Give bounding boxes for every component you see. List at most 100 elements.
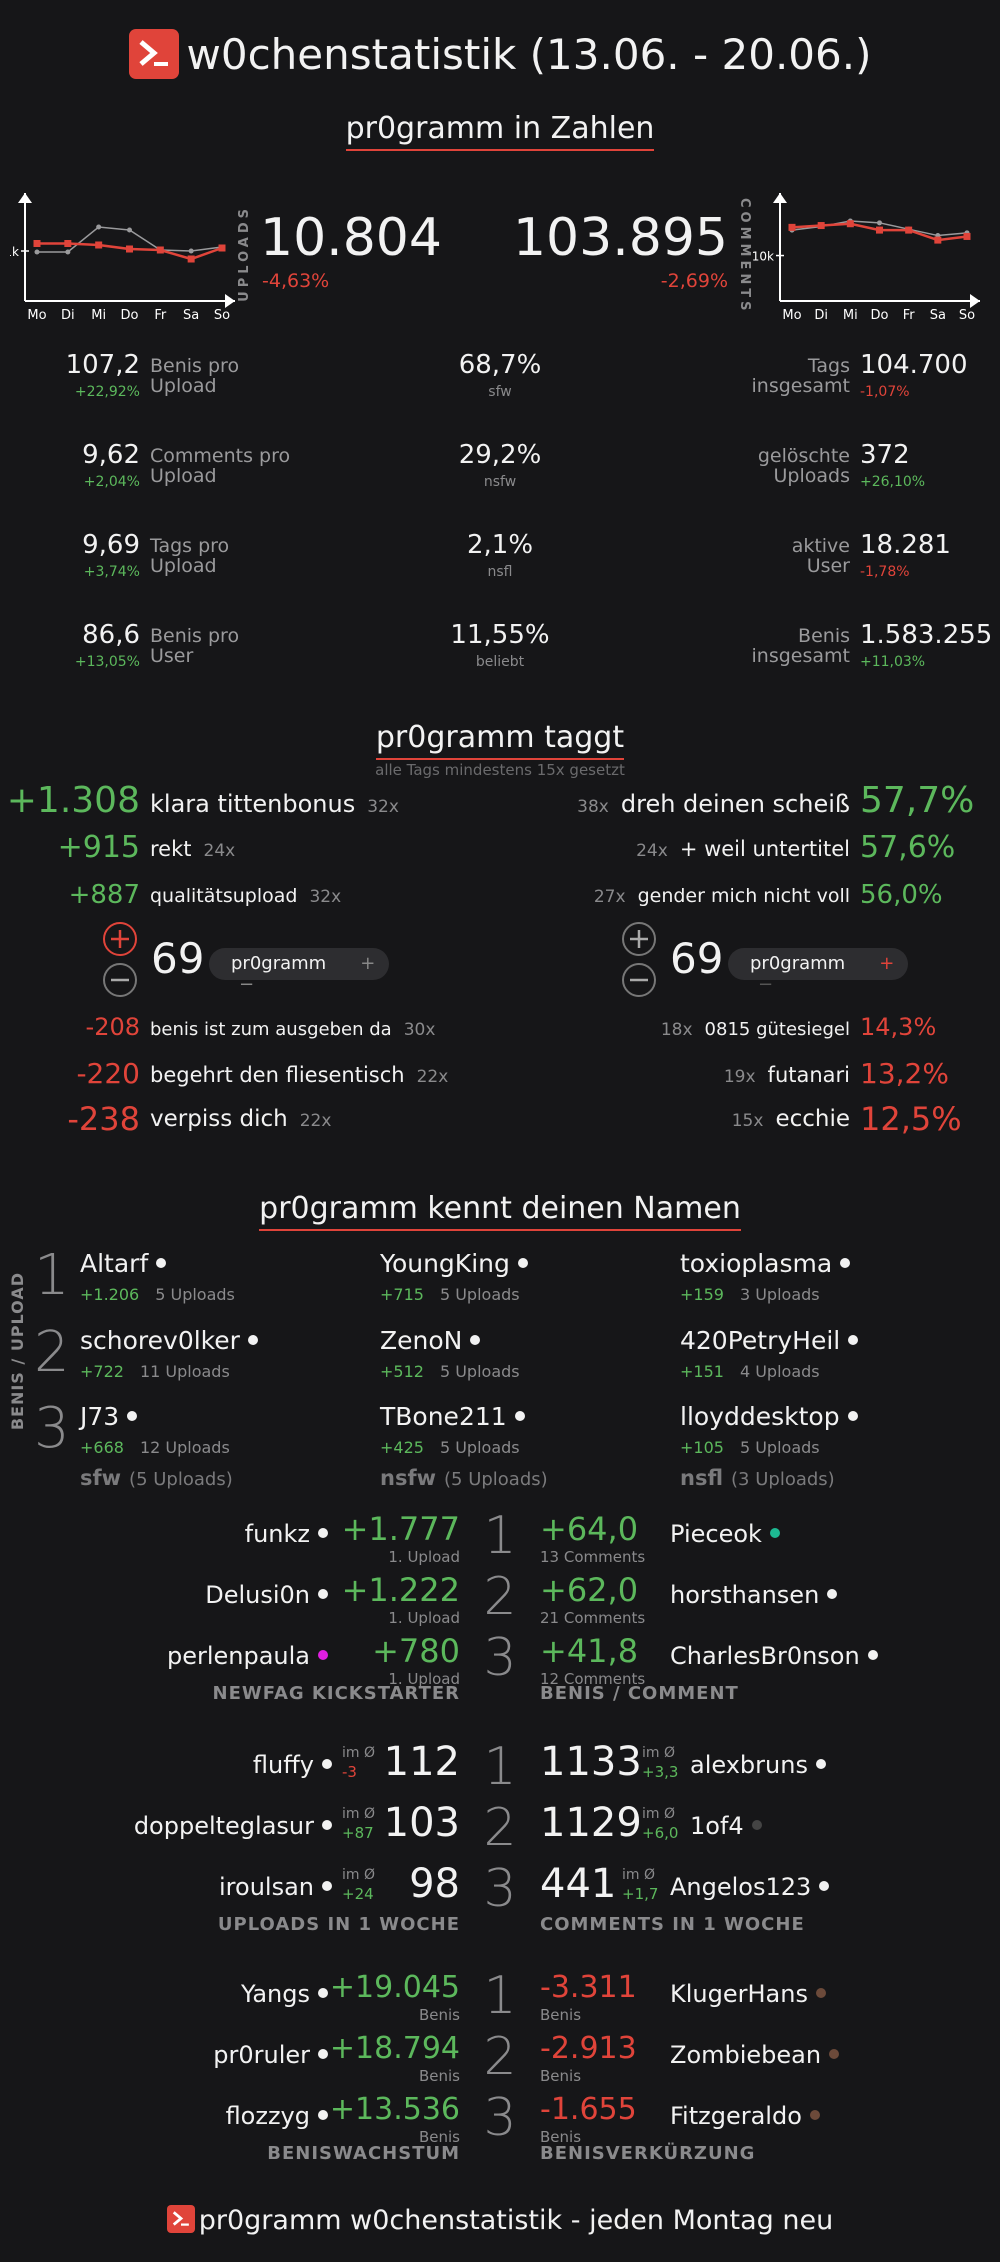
column-footer-sub: (5 Uploads) [444, 1469, 548, 1490]
user-name[interactable]: alexbruns [690, 1751, 826, 1779]
tag-row: 18x 0815 gütesiegel [661, 1019, 850, 1040]
upvote-button[interactable] [622, 922, 656, 956]
tag-count: 24x [636, 841, 668, 861]
user-uploads: 12 Uploads [139, 1438, 230, 1457]
user-name[interactable]: J73 [80, 1402, 138, 1431]
user-name[interactable]: Angelos123 [670, 1873, 830, 1901]
stat-percent: 11,55% [450, 620, 550, 650]
x-tick-label: Di [814, 308, 828, 323]
user-status-dot [867, 1650, 878, 1660]
count-value: 1129 [540, 1800, 642, 1846]
stat-percent-label: nsfl [487, 564, 513, 580]
user-name[interactable]: perlenpaula [167, 1642, 328, 1670]
benis-sub: Benis [540, 2006, 582, 2024]
tag-row: 38x dreh deinen scheiß [577, 790, 850, 818]
user-stats: +105 5 Uploads [680, 1438, 820, 1457]
user-uploads: 5 Uploads [439, 1438, 520, 1457]
avg-value: -3 [342, 1763, 357, 1781]
stat-label: Benis pro [150, 355, 240, 377]
stat-label: Benis pro [150, 625, 240, 647]
user-name[interactable]: Yangs [241, 1980, 328, 2008]
user-name-text: Yangs [240, 1980, 310, 2008]
tag-downvote-icon[interactable]: − [239, 974, 255, 995]
user-uploads: 4 Uploads [739, 1362, 820, 1381]
board-label: BENISVERKÜRZUNG [540, 2143, 756, 2164]
user-name-text: flozzyg [225, 2102, 310, 2130]
user-name[interactable]: Pieceok [670, 1520, 780, 1548]
user-name[interactable]: Altarf [80, 1249, 167, 1278]
user-stats: +1.206 5 Uploads [80, 1285, 235, 1304]
user-name[interactable]: KlugerHans [670, 1980, 826, 2008]
user-status-dot [247, 1335, 258, 1345]
tag-downvote-icon[interactable]: − [758, 974, 774, 995]
benis-value: +1.222 [341, 1571, 460, 1609]
user-name[interactable]: YoungKing [380, 1249, 528, 1278]
user-name[interactable]: doppelteglasur [134, 1812, 332, 1840]
tag-pill[interactable]: pr0gramm + − [728, 948, 908, 995]
benis-sub: Benis [418, 2067, 460, 2085]
user-name[interactable]: Fitzgeraldo [670, 2102, 820, 2130]
tag-upvote-icon[interactable]: + [879, 953, 895, 974]
user-name[interactable]: ZenoN [380, 1326, 481, 1355]
rank-number: 3 [483, 2088, 517, 2148]
stat-percent-label: nsfw [483, 474, 517, 490]
user-name[interactable]: schorev0lker [80, 1326, 258, 1355]
downvote-button[interactable] [622, 963, 656, 997]
tag-name: ecchie [775, 1106, 850, 1132]
user-name[interactable]: Delusi0n [205, 1581, 328, 1609]
user-name[interactable]: fluffy [253, 1751, 332, 1779]
stat-change: +2,04% [83, 474, 140, 490]
series-this-week-point [95, 241, 103, 249]
user-benis: +1.206 [80, 1285, 140, 1304]
tag-benis-score: -208 [85, 1013, 140, 1041]
user-benis: +668 [80, 1438, 124, 1457]
series-this-week-point [817, 222, 825, 230]
user-status-dot [809, 2110, 820, 2120]
pr0gramm-logo-icon [166, 2204, 195, 2233]
user-name[interactable]: pr0ruler [213, 2041, 328, 2069]
user-benis: +425 [380, 1438, 424, 1457]
stat-label: gelöschte [757, 445, 850, 467]
user-name[interactable]: toxioplasma [680, 1249, 851, 1278]
tag-pill[interactable]: pr0gramm + − [209, 948, 389, 995]
tag-upvote-icon[interactable]: + [360, 953, 376, 974]
upvote-button[interactable] [103, 922, 137, 956]
x-tick-label: Fr [154, 308, 167, 323]
y-axis-arrow [18, 193, 32, 203]
series-this-week-point [187, 255, 195, 263]
avg-label: im Ø [622, 1867, 655, 1883]
tag-name: qualitätsupload [150, 885, 298, 907]
user-name[interactable]: horsthansen [670, 1581, 838, 1609]
tag-count: 19x [723, 1067, 756, 1087]
user-name-text: alexbruns [690, 1751, 808, 1779]
user-name-text: Fitzgeraldo [670, 2102, 802, 2130]
user-name[interactable]: funkz [245, 1520, 328, 1548]
user-stats: +159 3 Uploads [680, 1285, 820, 1304]
user-name[interactable]: flozzyg [226, 2102, 328, 2130]
uploads-line-chart: 1k Mo Di Mi Do Fr Sa So [10, 193, 235, 323]
user-name-text: Altarf [80, 1249, 149, 1278]
avg-value: +6,0 [642, 1824, 679, 1842]
series-this-week-point [846, 220, 854, 228]
user-name-text: J73 [80, 1402, 120, 1431]
user-benis: +722 [80, 1362, 124, 1381]
stat-label: insgesamt [751, 645, 850, 667]
stat-label: Tags pro [150, 535, 230, 557]
x-tick-label: Di [61, 308, 75, 323]
user-name[interactable]: CharlesBr0nson [670, 1642, 878, 1670]
comments-total: 103.895 [512, 208, 728, 268]
user-name[interactable]: TBone211 [380, 1402, 525, 1431]
tag-name: benis ist zum ausgeben da [150, 1019, 392, 1040]
downvote-button[interactable] [103, 963, 137, 997]
tag-name: klara tittenbonus [150, 790, 356, 818]
stat-change: -1,78% [860, 564, 910, 580]
user-name[interactable]: iroulsan [219, 1873, 332, 1901]
user-status-dot [318, 1988, 328, 1998]
series-last-week-point [188, 248, 194, 254]
benis-value: +41,8 [540, 1632, 639, 1670]
user-name[interactable]: Zombiebean [670, 2041, 840, 2069]
user-name[interactable]: lloyddesktop [680, 1402, 858, 1431]
user-name[interactable]: 1of4 [690, 1812, 762, 1840]
stat-value: 372 [860, 440, 910, 470]
user-name[interactable]: 420PetryHeil [680, 1326, 859, 1355]
